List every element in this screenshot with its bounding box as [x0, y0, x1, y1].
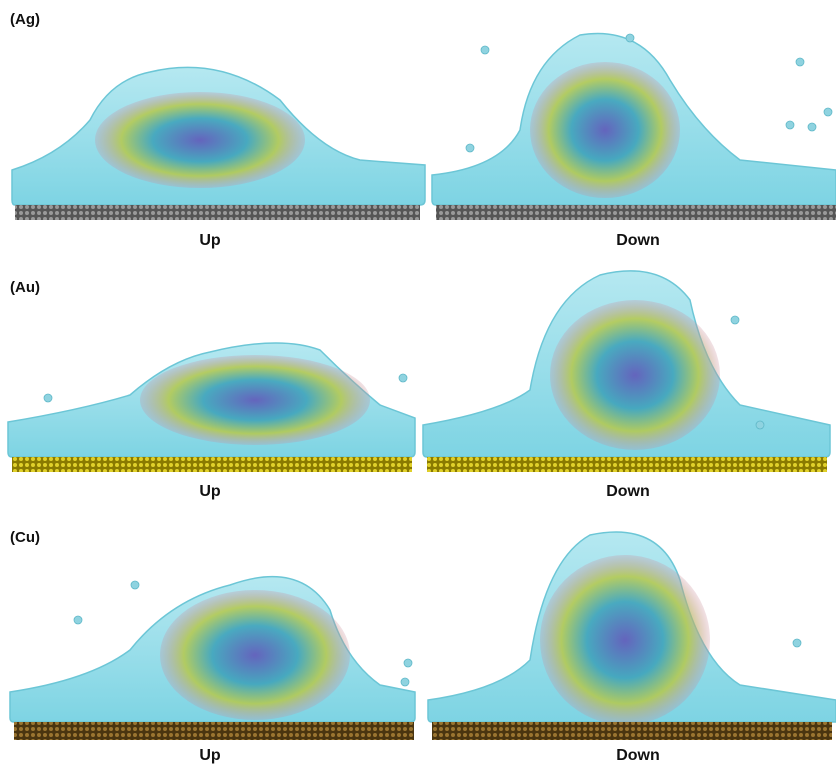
- caption: Down: [616, 232, 660, 249]
- caption: Up: [199, 747, 221, 764]
- figure: (Ag) Up Down (Au) Up Down (Cu) Up Down: [0, 0, 836, 764]
- panel-label: (Au): [10, 279, 40, 296]
- protein: [530, 62, 680, 198]
- protein: [540, 555, 710, 725]
- panel-label: (Ag): [10, 11, 40, 28]
- panel-label: (Cu): [10, 529, 40, 546]
- caption: Up: [199, 483, 221, 500]
- substrate: [15, 205, 420, 220]
- substrate: [427, 457, 827, 472]
- caption: Down: [606, 483, 650, 500]
- substrate: [432, 722, 832, 740]
- protein: [160, 590, 350, 720]
- protein: [95, 92, 305, 188]
- caption: Up: [199, 232, 221, 249]
- substrate: [436, 205, 836, 220]
- substrate: [14, 722, 414, 740]
- substrate: [12, 457, 412, 472]
- protein: [140, 355, 370, 445]
- protein: [550, 300, 720, 450]
- caption: Down: [616, 747, 660, 764]
